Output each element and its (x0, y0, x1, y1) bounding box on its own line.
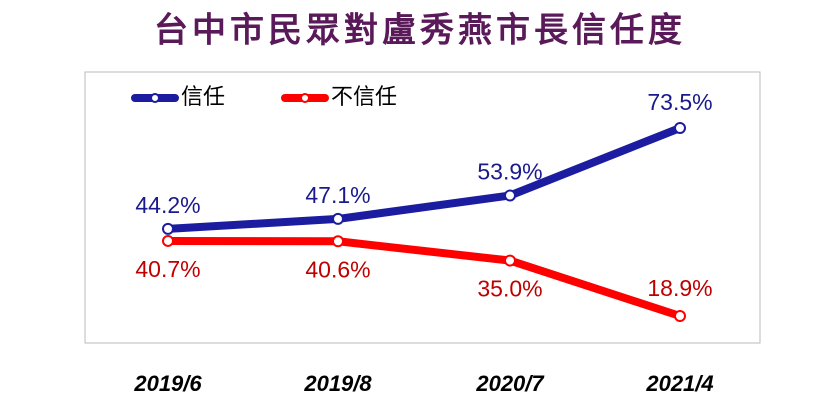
legend-label: 信任 (181, 85, 225, 110)
series-line (164, 236, 684, 320)
chart-title: 台中市民眾對盧秀燕市長信任度 (154, 11, 686, 51)
x-tick-label: 2020/7 (475, 371, 545, 396)
legend-label: 不信任 (331, 85, 397, 110)
value-label: 47.1% (305, 182, 370, 208)
legend-marker (300, 93, 310, 103)
point (162, 222, 174, 235)
point (504, 254, 516, 267)
x-tick-label: 2019/6 (133, 371, 202, 396)
point (674, 310, 686, 322)
x-tick-label: 2021/4 (645, 371, 713, 396)
point (504, 189, 516, 202)
value-label: 73.5% (647, 89, 712, 115)
point (162, 234, 174, 247)
value-label: 18.9% (647, 275, 712, 301)
value-label: 35.0% (477, 276, 542, 302)
point (332, 235, 344, 248)
legend-marker (150, 93, 160, 103)
point (674, 122, 686, 134)
x-tick-label: 2019/8 (303, 371, 372, 396)
value-label: 53.9% (477, 159, 542, 185)
series-line (164, 124, 684, 233)
point (332, 212, 344, 225)
value-label: 40.7% (135, 256, 200, 282)
value-label: 44.2% (135, 192, 200, 218)
value-label: 40.6% (305, 256, 370, 282)
plot-area (84, 71, 761, 344)
